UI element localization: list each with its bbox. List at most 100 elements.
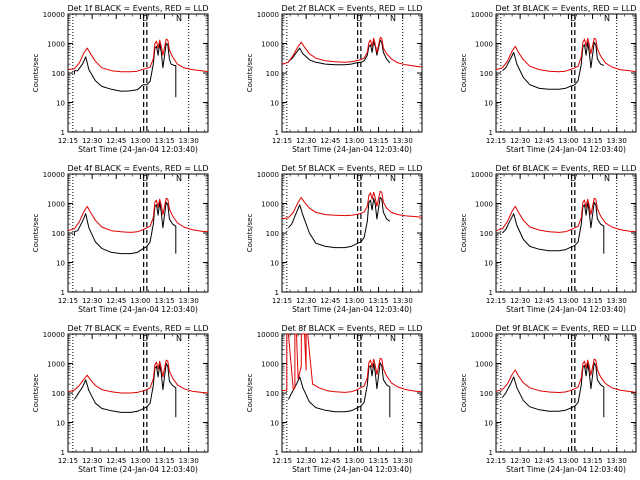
x-tick-label: 13:00 bbox=[130, 137, 150, 145]
plot-frame bbox=[281, 333, 423, 453]
x-tick-label: 12:15 bbox=[486, 297, 506, 305]
x-tick-label: 13:00 bbox=[130, 457, 150, 465]
y-tick-label: 1 bbox=[489, 129, 493, 137]
x-tick-label: 13:30 bbox=[607, 137, 627, 145]
panel-det-2: Det 2f BLACK = Events, RED = LLD 1 10 100 10… bbox=[246, 4, 423, 154]
x-axis-label: Start Time (24-Jan-04 12:03:40) bbox=[506, 305, 626, 314]
series-lld-line bbox=[67, 359, 209, 394]
panel-title: Det 5f BLACK = Events, RED = LLD bbox=[281, 164, 422, 173]
x-tick-label: 13:00 bbox=[558, 297, 578, 305]
panel-title: Det 2f BLACK = Events, RED = LLD bbox=[281, 4, 422, 13]
x-axis-label: Start Time (24-Jan-04 12:03:40) bbox=[78, 145, 198, 154]
y-tick-label: 1000 bbox=[475, 41, 493, 49]
y-tick-label: 10 bbox=[484, 100, 493, 108]
series-events-line bbox=[502, 41, 605, 90]
y-tick-label: 10 bbox=[270, 260, 279, 268]
y-tick-label: 100 bbox=[52, 230, 65, 238]
d-marker-label: D bbox=[570, 14, 576, 23]
y-tick-label: 1000 bbox=[47, 201, 65, 209]
x-tick-label: 13:30 bbox=[607, 457, 627, 465]
n-marker-label: N bbox=[176, 14, 182, 23]
n-marker-label: N bbox=[604, 14, 610, 23]
x-tick-label: 13:15 bbox=[368, 457, 388, 465]
y-tick-label: 10 bbox=[56, 100, 65, 108]
y-tick-label: 10000 bbox=[257, 331, 279, 339]
panel-title: Det 1f BLACK = Events, RED = LLD bbox=[67, 4, 208, 13]
y-tick-label: 10 bbox=[484, 260, 493, 268]
y-tick-label: 100 bbox=[52, 70, 65, 78]
series-events-line bbox=[502, 201, 605, 254]
panel-det-4: Det 4f BLACK = Events, RED = LLD 1 10 100 10… bbox=[32, 164, 209, 314]
n-marker-label: N bbox=[176, 174, 182, 183]
d-marker-label: D bbox=[142, 334, 148, 343]
plot-frame bbox=[67, 13, 209, 133]
d-marker-label: D bbox=[356, 334, 362, 343]
y-tick-label: 1000 bbox=[261, 201, 279, 209]
d-marker-label: D bbox=[570, 174, 576, 183]
x-tick-label: 12:45 bbox=[106, 457, 126, 465]
y-tick-label: 1000 bbox=[47, 361, 65, 369]
d-marker-label: D bbox=[356, 14, 362, 23]
y-tick-label: 10000 bbox=[43, 331, 65, 339]
series-lld-line bbox=[281, 190, 423, 220]
y-tick-label: 10000 bbox=[471, 171, 493, 179]
x-tick-label: 13:15 bbox=[154, 297, 174, 305]
y-tick-label: 100 bbox=[266, 230, 279, 238]
x-tick-label: 12:45 bbox=[320, 137, 340, 145]
series-lld-line bbox=[495, 358, 637, 393]
x-axis-label: Start Time (24-Jan-04 12:03:40) bbox=[506, 465, 626, 474]
y-tick-label: 100 bbox=[480, 230, 493, 238]
y-tick-label: 10000 bbox=[43, 11, 65, 19]
y-axis-label: Counts/sec bbox=[460, 214, 468, 253]
x-tick-label: 12:15 bbox=[272, 297, 292, 305]
plot-frame bbox=[495, 173, 637, 293]
series-lld-line bbox=[495, 37, 637, 73]
x-axis-label: Start Time (24-Jan-04 12:03:40) bbox=[78, 465, 198, 474]
series-lld-line bbox=[495, 197, 637, 233]
y-tick-label: 100 bbox=[266, 390, 279, 398]
x-axis-label: Start Time (24-Jan-04 12:03:40) bbox=[292, 305, 412, 314]
x-tick-label: 13:15 bbox=[582, 297, 602, 305]
y-axis-label: Counts/sec bbox=[246, 374, 254, 413]
x-tick-label: 13:00 bbox=[558, 457, 578, 465]
n-marker-label: N bbox=[390, 174, 396, 183]
series-events-line bbox=[73, 363, 177, 418]
x-tick-label: 12:45 bbox=[106, 297, 126, 305]
panel-det-7: Det 7f BLACK = Events, RED = LLD 1 10 100 10… bbox=[32, 324, 209, 474]
y-tick-label: 10 bbox=[56, 420, 65, 428]
y-axis-label: Counts/sec bbox=[460, 374, 468, 413]
y-tick-label: 1000 bbox=[47, 41, 65, 49]
x-tick-label: 12:30 bbox=[296, 137, 316, 145]
y-tick-label: 10 bbox=[270, 420, 279, 428]
x-tick-label: 12:15 bbox=[58, 137, 78, 145]
y-tick-label: 1 bbox=[61, 449, 65, 457]
panel-title: Det 6f BLACK = Events, RED = LLD bbox=[495, 164, 636, 173]
plot-frame bbox=[281, 173, 423, 293]
x-tick-label: 13:15 bbox=[368, 137, 388, 145]
x-tick-label: 12:30 bbox=[510, 137, 530, 145]
x-tick-label: 13:30 bbox=[393, 297, 413, 305]
x-tick-label: 12:15 bbox=[486, 137, 506, 145]
panel-title: Det 4f BLACK = Events, RED = LLD bbox=[67, 164, 208, 173]
y-axis-label: Counts/sec bbox=[32, 54, 40, 93]
y-tick-label: 10000 bbox=[471, 331, 493, 339]
n-marker-label: N bbox=[604, 334, 610, 343]
y-axis-label: Counts/sec bbox=[246, 54, 254, 93]
x-tick-label: 13:00 bbox=[130, 297, 150, 305]
x-tick-label: 12:30 bbox=[82, 297, 102, 305]
x-tick-label: 12:30 bbox=[510, 297, 530, 305]
y-tick-label: 1 bbox=[61, 129, 65, 137]
y-axis-label: Counts/sec bbox=[246, 214, 254, 253]
series-events-line bbox=[288, 39, 391, 66]
panel-title: Det 8f BLACK = Events, RED = LLD bbox=[281, 324, 422, 333]
n-marker-label: N bbox=[390, 14, 396, 23]
y-tick-label: 10 bbox=[270, 100, 279, 108]
y-tick-label: 10000 bbox=[257, 11, 279, 19]
y-tick-label: 1 bbox=[61, 289, 65, 297]
series-events-line bbox=[288, 197, 391, 249]
x-tick-label: 13:00 bbox=[344, 297, 364, 305]
series-events-line bbox=[287, 362, 391, 418]
series-events-line bbox=[73, 201, 177, 255]
n-marker-label: N bbox=[176, 334, 182, 343]
x-tick-label: 13:15 bbox=[154, 457, 174, 465]
